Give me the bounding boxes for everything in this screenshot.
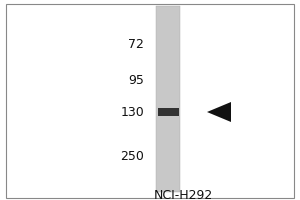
Text: NCI-H292: NCI-H292 [153, 189, 213, 200]
Polygon shape [207, 102, 231, 122]
FancyBboxPatch shape [158, 108, 178, 116]
Text: 95: 95 [128, 73, 144, 86]
Text: 130: 130 [120, 106, 144, 118]
FancyBboxPatch shape [156, 6, 180, 192]
Text: 250: 250 [120, 150, 144, 162]
Text: 72: 72 [128, 38, 144, 50]
